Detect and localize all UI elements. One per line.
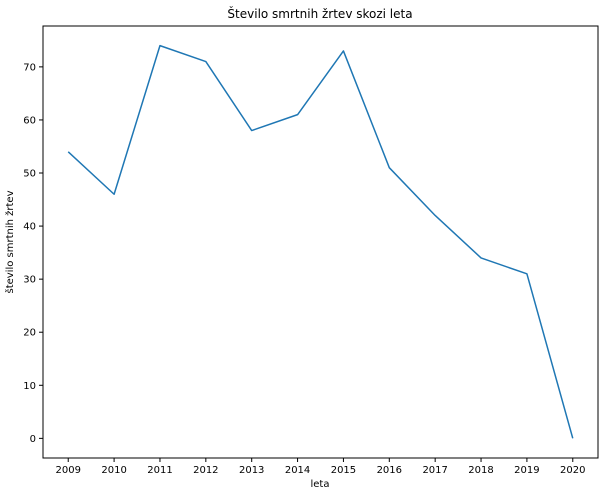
y-tick-label: 10	[23, 381, 36, 392]
x-tick-label: 2020	[560, 465, 585, 476]
y-tick-label: 70	[23, 62, 36, 73]
x-tick-label: 2011	[147, 465, 172, 476]
x-tick-label: 2017	[422, 465, 447, 476]
plot-area: 2009 2010 2011 2012 2013 2014 2015 2016 2017 2018…	[23, 25, 599, 476]
x-tick-label: 2015	[331, 465, 356, 476]
x-tick-label: 2018	[468, 465, 493, 476]
axes-frame	[42, 25, 599, 459]
y-axis-ticks: 0 10 20 30 40 50 60 70	[23, 62, 43, 445]
x-tick-label: 2013	[239, 465, 264, 476]
y-tick-label: 0	[30, 434, 36, 445]
y-tick-label: 20	[23, 328, 36, 339]
y-tick-label: 60	[23, 115, 36, 126]
x-tick-label: 2009	[56, 465, 81, 476]
y-tick-label: 30	[23, 275, 36, 286]
x-tick-label: 2012	[193, 465, 218, 476]
x-tick-label: 2016	[377, 465, 402, 476]
y-axis-label: število smrtnih žrtev	[4, 190, 16, 293]
series-line	[67, 44, 574, 439]
x-tick-label: 2014	[285, 465, 310, 476]
x-tick-label: 2010	[101, 465, 126, 476]
x-axis-label: leta	[311, 479, 330, 490]
chart-title: Število smrtnih žrtev skozi leta	[227, 6, 412, 21]
x-tick-label: 2019	[514, 465, 539, 476]
x-axis-ticks: 2009 2010 2011 2012 2013 2014 2015 2016 2017 2018…	[56, 458, 585, 476]
y-tick-label: 40	[23, 222, 36, 233]
y-tick-label: 50	[23, 169, 36, 180]
